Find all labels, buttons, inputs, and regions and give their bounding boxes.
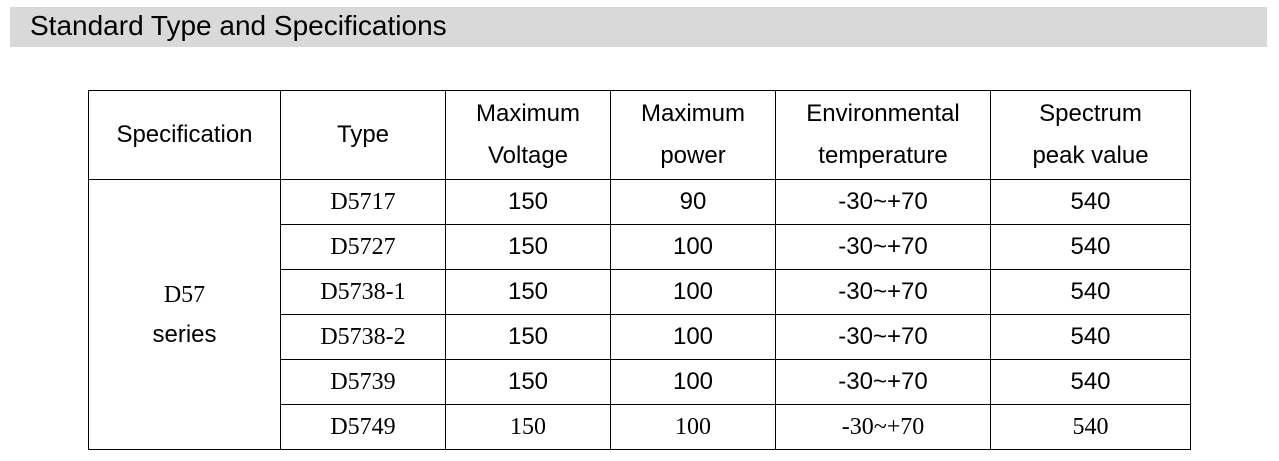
data-row: D5738-2 150 100 -30~+70 540 [89,314,1191,360]
header-cell: Spectrum peak value [990,90,1191,180]
header-line: temperature [818,142,948,169]
header-line: Voltage [487,142,569,169]
header-line: Specification [116,121,253,148]
cell: -30~+70 [775,404,991,450]
header-cell: Maximum Voltage [445,90,611,180]
header-line: Environmental [806,100,960,127]
cell: D5727 [280,224,446,270]
spec-table: Specification Type Maximum Voltage Maximum po… [88,90,1191,450]
cell: 540 [990,359,1191,405]
cell: -30~+70 [775,359,991,405]
header-cell: Maximum power [610,90,776,180]
cell: 150 [445,404,611,450]
cell: -30~+70 [775,179,991,225]
cell: 150 [445,314,611,360]
header-cell: Environmental temperature [775,90,991,180]
header-line: power [660,142,726,169]
cell: 150 [445,359,611,405]
cell: 540 [990,314,1191,360]
cell: 100 [610,224,776,270]
cell: -30~+70 [775,224,991,270]
cell: 100 [610,314,776,360]
header-line: Type [336,121,390,148]
cell: 540 [990,404,1191,450]
data-row: D5738-1 150 100 -30~+70 540 [89,269,1191,315]
group-line: series [152,320,217,348]
group-cell: D57 series [88,179,281,450]
cell: D5717 [280,179,446,225]
cell: 100 [610,359,776,405]
cell: D5749 [280,404,446,450]
data-row: D57 series D5717 150 90 -30~+70 540 [88,179,1191,450]
header-line: Maximum [475,100,580,127]
cell: 100 [610,404,776,450]
cell: 150 [445,269,611,315]
data-row: D5749 150 100 -30~+70 540 [89,404,1191,450]
cell: D5739 [280,359,446,405]
cell: 150 [445,179,611,225]
cell: 540 [990,269,1191,315]
header-line: Maximum [640,100,745,127]
cell: 540 [990,224,1191,270]
cell: -30~+70 [775,269,991,315]
cell: D5738-1 [280,269,446,315]
cell: 100 [610,269,776,315]
header-row: Specification Type Maximum Voltage Maximum po… [88,90,1191,180]
cell: 150 [445,224,611,270]
header-cell: Type [280,90,446,180]
cell: 90 [610,179,776,225]
header-cell: Specification [88,90,281,180]
cell: -30~+70 [775,314,991,360]
title: Standard Type and Specifications [30,10,447,41]
cell: 540 [990,179,1191,225]
data-row: D5739 150 100 -30~+70 540 [89,359,1191,405]
title-bar: Standard Type and Specifications [10,7,1267,47]
header-line: Spectrum [1039,100,1142,127]
cell: D5738-2 [280,314,446,360]
header-line: peak value [1032,142,1149,169]
group-line: D57 [163,281,206,308]
